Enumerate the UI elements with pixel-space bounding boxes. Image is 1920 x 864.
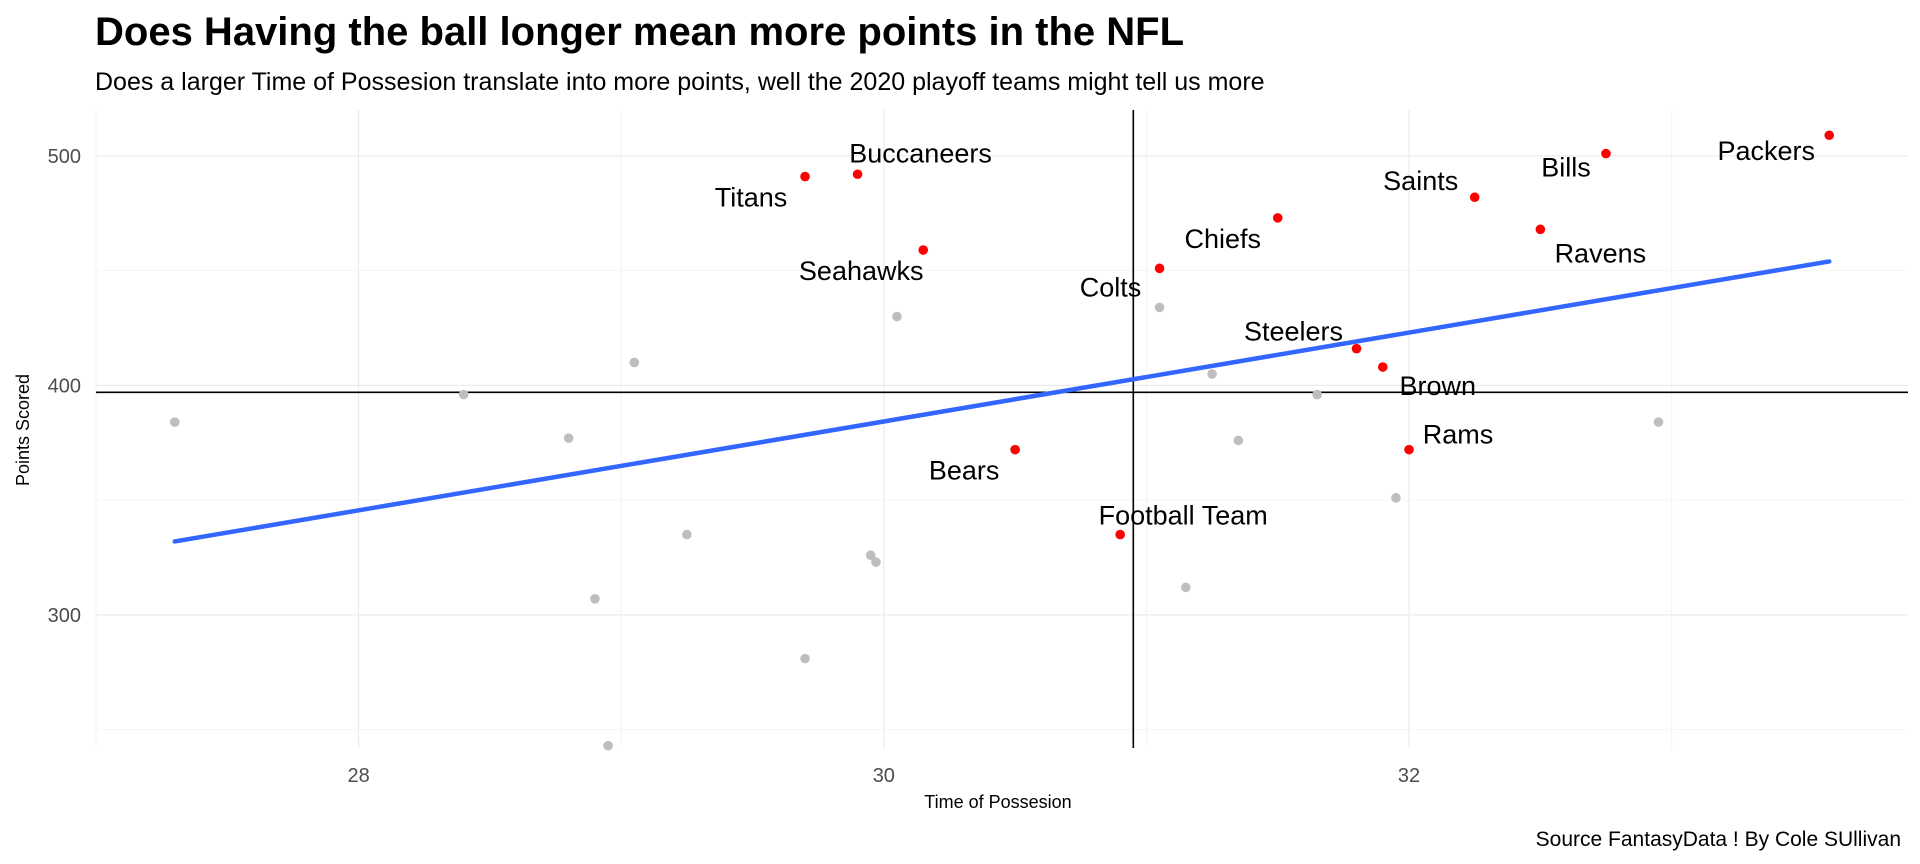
team-point [603,740,613,751]
playoff-team-point [1154,263,1165,274]
team-label: Ravens [1555,238,1647,268]
team-point [1391,493,1401,503]
playoff-team-point [1535,224,1546,235]
team-label: Colts [1080,272,1142,302]
team-label: Chiefs [1184,224,1261,254]
playoff-team-point [918,245,929,255]
y-tick-label: 400 [48,375,81,397]
trend-line-group [172,259,1832,544]
y-tick-label: 500 [48,146,81,168]
team-point [800,653,810,664]
grid [95,110,1908,748]
team-label: Titans [715,183,788,213]
team-label: Saints [1383,166,1458,196]
team-point [1207,369,1217,379]
playoff-team-point [1272,213,1283,223]
team-point [892,311,902,322]
y-tick-label: 300 [48,605,81,627]
team-point [458,389,469,400]
team-label: Packers [1717,136,1815,166]
team-point [563,433,574,443]
team-labels: Packers Bills Buccaneers Titans Saints Chiefs… [715,136,1815,530]
team-label: Football Team [1099,501,1268,531]
playoff-team-point [1377,362,1388,372]
x-tick-label: 30 [873,765,895,787]
team-point [1233,435,1244,446]
playoff-team-point [1010,444,1020,455]
trend-line [172,259,1832,544]
team-label: Bears [929,456,1000,486]
reference-lines [96,110,1908,748]
playoff-team-point [1601,148,1611,159]
x-tick-label: 32 [1398,765,1420,787]
team-point [865,550,876,561]
team-label: Rams [1423,420,1494,450]
team-point [1154,302,1165,313]
x-axis-title: Time of Possesion [924,792,1071,812]
team-label: Seahawks [799,256,924,286]
playoff-team-point [1115,529,1125,540]
tick-labels: 28 30 32 300 400 500 [48,146,1421,787]
playoff-team-point [1469,192,1480,203]
team-point [871,557,881,567]
team-label: Buccaneers [849,138,992,168]
y-axis-title: Points Scored [13,374,33,486]
team-point [1181,582,1191,593]
team-point [682,529,692,540]
team-label: Brown [1400,371,1477,401]
team-point [629,357,640,368]
team-label: Steelers [1244,317,1343,347]
playoff-team-point [1824,130,1835,141]
playoff-team-point [1404,444,1414,455]
team-point [1653,417,1664,427]
team-point [169,417,180,427]
team-label: Bills [1541,153,1591,183]
chart-subtitle: Does a larger Time of Possesion translat… [95,68,1265,96]
team-point [590,594,600,604]
points [169,130,1835,751]
playoff-team-point [1351,343,1362,354]
source-caption: Source FantasyData ! By Cole SUllivan [1535,828,1901,851]
chart-title: Does Having the ball longer mean more po… [95,10,1185,54]
playoff-team-point [852,169,863,180]
team-point [1312,389,1322,400]
playoff-team-point [800,171,810,182]
x-tick-label: 28 [347,765,369,787]
